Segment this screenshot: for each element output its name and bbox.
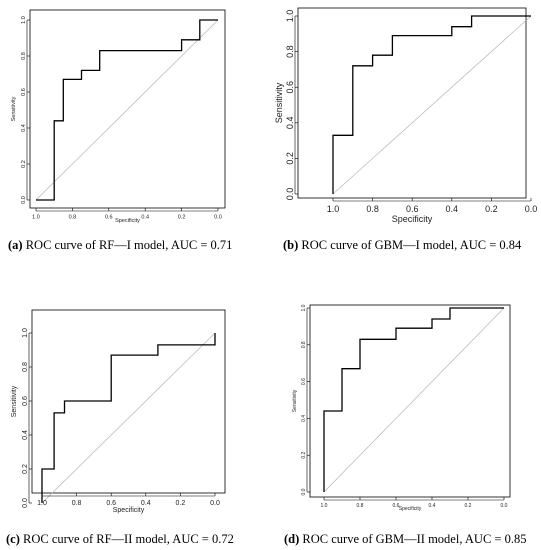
x-tick-label: 0.8 [366, 204, 379, 214]
x-tick-label: 0.0 [525, 204, 538, 214]
x-tick-label: 0.6 [105, 215, 113, 221]
roc-curve-line [323, 307, 504, 492]
caption-d: (d) ROC curve of GBM—II model, AUC = 0.8… [284, 532, 526, 547]
roc-chart-b: 1.0 0.8 0.6 0.4 0.2 0.0 0.0 0.2 0.4 0.6 0.8 1.0 Spec… [270, 0, 541, 275]
y-tick-label: 0.6 [22, 396, 29, 406]
y-tick-label: 0.2 [285, 152, 295, 165]
x-tick-label: 0.2 [465, 503, 472, 509]
y-tick-label: 0.8 [285, 45, 295, 58]
y-axis-label: Sensitivity [11, 385, 18, 417]
caption-letter: (a) [8, 238, 23, 252]
plot-frame [297, 7, 527, 199]
y-tick-label: 0.4 [301, 415, 307, 422]
y-tick-label: 0.8 [22, 362, 29, 372]
x-tick-label: 0.8 [357, 503, 364, 509]
y-tick-label: 0.0 [21, 196, 27, 204]
roc-chart-d: 1.0 0.8 0.6 0.4 0.2 0.0 0.0 0.2 0.4 0.6 0.8 1.0 Spec… [270, 290, 541, 550]
x-tick-label: 0.4 [446, 204, 459, 214]
roc-chart-a-svg: 1.0 0.8 0.6 0.4 0.2 0.0 0.0 0.2 0.4 0.6 0.8 1.0 Spec… [11, 9, 226, 224]
x-axis-label: Specificity [399, 506, 422, 512]
x-tick-label: 0.4 [141, 215, 149, 221]
roc-chart-c-svg: 1.0 0.8 0.6 0.4 0.2 0.0 0.0 0.2 0.4 0.6 0.8 1.0 Spec… [11, 309, 226, 514]
x-tick-label: 0.4 [141, 500, 151, 507]
x-tick-label: 0.8 [69, 215, 77, 221]
y-axis-label: Sensitivity [274, 82, 284, 123]
y-tick-label: 0.2 [22, 464, 29, 474]
x-tick-label: 0.4 [429, 503, 436, 509]
x-tick-label: 1.0 [327, 204, 340, 214]
x-tick-label: 0.6 [393, 503, 400, 509]
x-tick-label: 0.6 [106, 500, 116, 507]
y-tick-label: 1.0 [301, 304, 307, 311]
y-tick-label: 0.6 [21, 88, 27, 96]
x-tick-label: 0.2 [178, 215, 186, 221]
x-tick-label: 0.8 [72, 500, 82, 507]
roc-curve-line [332, 15, 531, 194]
x-tick-label: 0.0 [501, 503, 508, 509]
y-tick-label: 1.0 [21, 16, 27, 24]
roc-chart-b-svg: 1.0 0.8 0.6 0.4 0.2 0.0 0.0 0.2 0.4 0.6 0.8 1.0 Spec… [274, 7, 538, 224]
plot-frame [29, 9, 226, 209]
x-tick-label: 0.0 [210, 500, 220, 507]
plot-frame [309, 304, 511, 498]
y-tick-label: 0.4 [21, 124, 27, 132]
y-axis-label: Sensitivity [292, 389, 298, 412]
x-axis-label: Specificity [115, 218, 140, 224]
y-tick-label: 0.0 [301, 488, 307, 495]
caption-text: ROC curve of GBM—II model, AUC = 0.85 [299, 532, 527, 546]
y-tick-label: 0.2 [21, 160, 27, 168]
y-tick-label: 1.0 [22, 328, 29, 338]
roc-chart-d-svg: 1.0 0.8 0.6 0.4 0.2 0.0 0.0 0.2 0.4 0.6 0.8 1.0 Spec… [292, 304, 511, 512]
caption-a: (a) ROC curve of RF—I model, AUC = 0.71 [8, 238, 232, 253]
y-tick-label: 0.8 [301, 341, 307, 348]
x-tick-label: 1.0 [321, 503, 328, 509]
y-axis-label: Sensitivity [11, 96, 17, 121]
caption-text: ROC curve of RF—I model, AUC = 0.71 [22, 238, 233, 252]
plot-frame [31, 309, 226, 494]
caption-c: (c) ROC curve of RF—II model, AUC = 0.72 [6, 532, 234, 547]
y-tick-label: 0.0 [22, 498, 29, 508]
y-tick-label: 0.0 [285, 188, 295, 201]
x-tick-label: 0.0 [214, 215, 222, 221]
caption-letter: (c) [6, 532, 20, 546]
y-tick-label: 0.4 [22, 430, 29, 440]
y-tick-label: 0.8 [21, 52, 27, 60]
y-tick-label: 0.2 [301, 452, 307, 459]
caption-text: ROC curve of GBM—I model, AUC = 0.84 [298, 238, 522, 252]
x-tick-label: 0.2 [485, 204, 498, 214]
roc-chart-c: 1.0 0.8 0.6 0.4 0.2 0.0 0.0 0.2 0.4 0.6 0.8 1.0 Spec… [0, 290, 270, 550]
x-axis-label: Specificity [113, 507, 145, 514]
y-tick-label: 0.6 [301, 378, 307, 385]
caption-text: ROC curve of RF—II model, AUC = 0.72 [19, 532, 234, 546]
reference-diagonal [35, 19, 219, 201]
x-tick-label: 1.0 [32, 215, 40, 221]
caption-b: (b) ROC curve of GBM—I model, AUC = 0.84 [283, 238, 521, 253]
caption-letter: (b) [283, 238, 299, 252]
x-tick-label: 1.0 [37, 500, 47, 507]
x-tick-label: 0.6 [406, 204, 419, 214]
y-tick-label: 0.6 [285, 81, 295, 94]
roc-curve-line [41, 333, 216, 503]
y-tick-label: 0.4 [285, 117, 295, 130]
roc-curve-line [36, 19, 218, 201]
x-tick-label: 0.2 [176, 500, 186, 507]
reference-diagonal [323, 307, 505, 493]
y-tick-label: 1.0 [285, 10, 295, 23]
roc-chart-a: 1.0 0.8 0.6 0.4 0.2 0.0 0.0 0.2 0.4 0.6 0.8 1.0 Spec… [0, 0, 270, 275]
caption-letter: (d) [284, 532, 300, 546]
reference-diagonal [41, 332, 216, 504]
reference-diagonal [332, 15, 532, 195]
x-axis-label: Specificity [392, 214, 433, 224]
